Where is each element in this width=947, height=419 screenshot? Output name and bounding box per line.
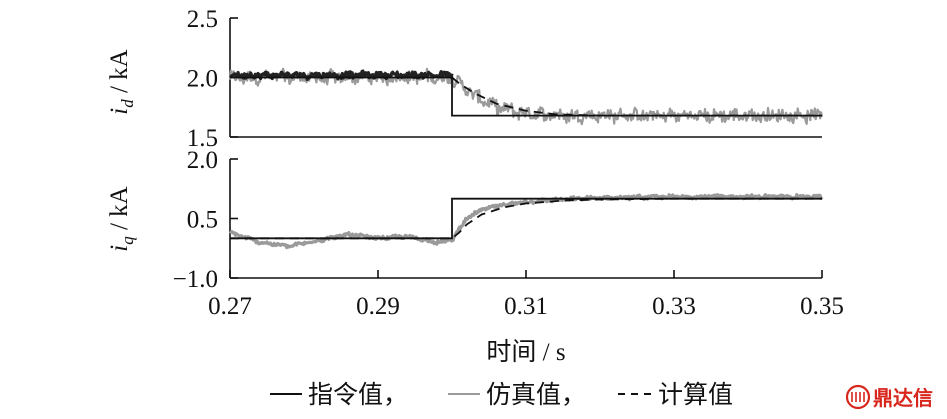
- legend-calculated-label: 计算值: [658, 380, 733, 409]
- watermark-text: 鼎达信: [873, 386, 933, 410]
- y-tick-label: 2.0: [187, 66, 218, 93]
- x-tick-label: 0.33: [652, 293, 696, 320]
- id-panel: 1.5 2.0 2.5 id / kA: [106, 6, 824, 152]
- x-tick-label: 0.35: [800, 293, 844, 320]
- y-tick-label: 1.5: [187, 125, 218, 152]
- series-command-line: [230, 197, 822, 240]
- x-tick-label: 0.27: [208, 293, 252, 320]
- series-calculated-line: [230, 197, 822, 240]
- y-tick-label: 0.5: [187, 207, 218, 234]
- legend-simulated-label: 仿真值，: [486, 380, 586, 409]
- y-tick-label: 2.0: [187, 147, 218, 174]
- y-tick-label: 2.5: [187, 6, 218, 33]
- watermark-logo: 鼎达信: [845, 384, 933, 410]
- series-calculated-line: [451, 76, 822, 117]
- x-tick-label: 0.29: [356, 293, 400, 320]
- watermark-icon-glyph: [851, 392, 865, 402]
- x-tick-label: 0.31: [504, 293, 548, 320]
- x-axis-label: 时间 / s: [486, 338, 565, 366]
- id-ylabel: id / kA: [106, 49, 137, 114]
- watermark-icon: [845, 384, 871, 410]
- iq-panel: −1.0 0.5 2.0 0.27 0.29 0.31 0.33 0.35 iq / kA: [106, 147, 844, 320]
- legend-command-label: 指令值，: [308, 380, 408, 409]
- iq-ylabel: iq / kA: [106, 186, 137, 251]
- legend: 指令值， 仿真值， 计算值: [270, 380, 733, 409]
- series-command-line: [230, 76, 822, 117]
- y-tick-label: −1.0: [173, 266, 218, 293]
